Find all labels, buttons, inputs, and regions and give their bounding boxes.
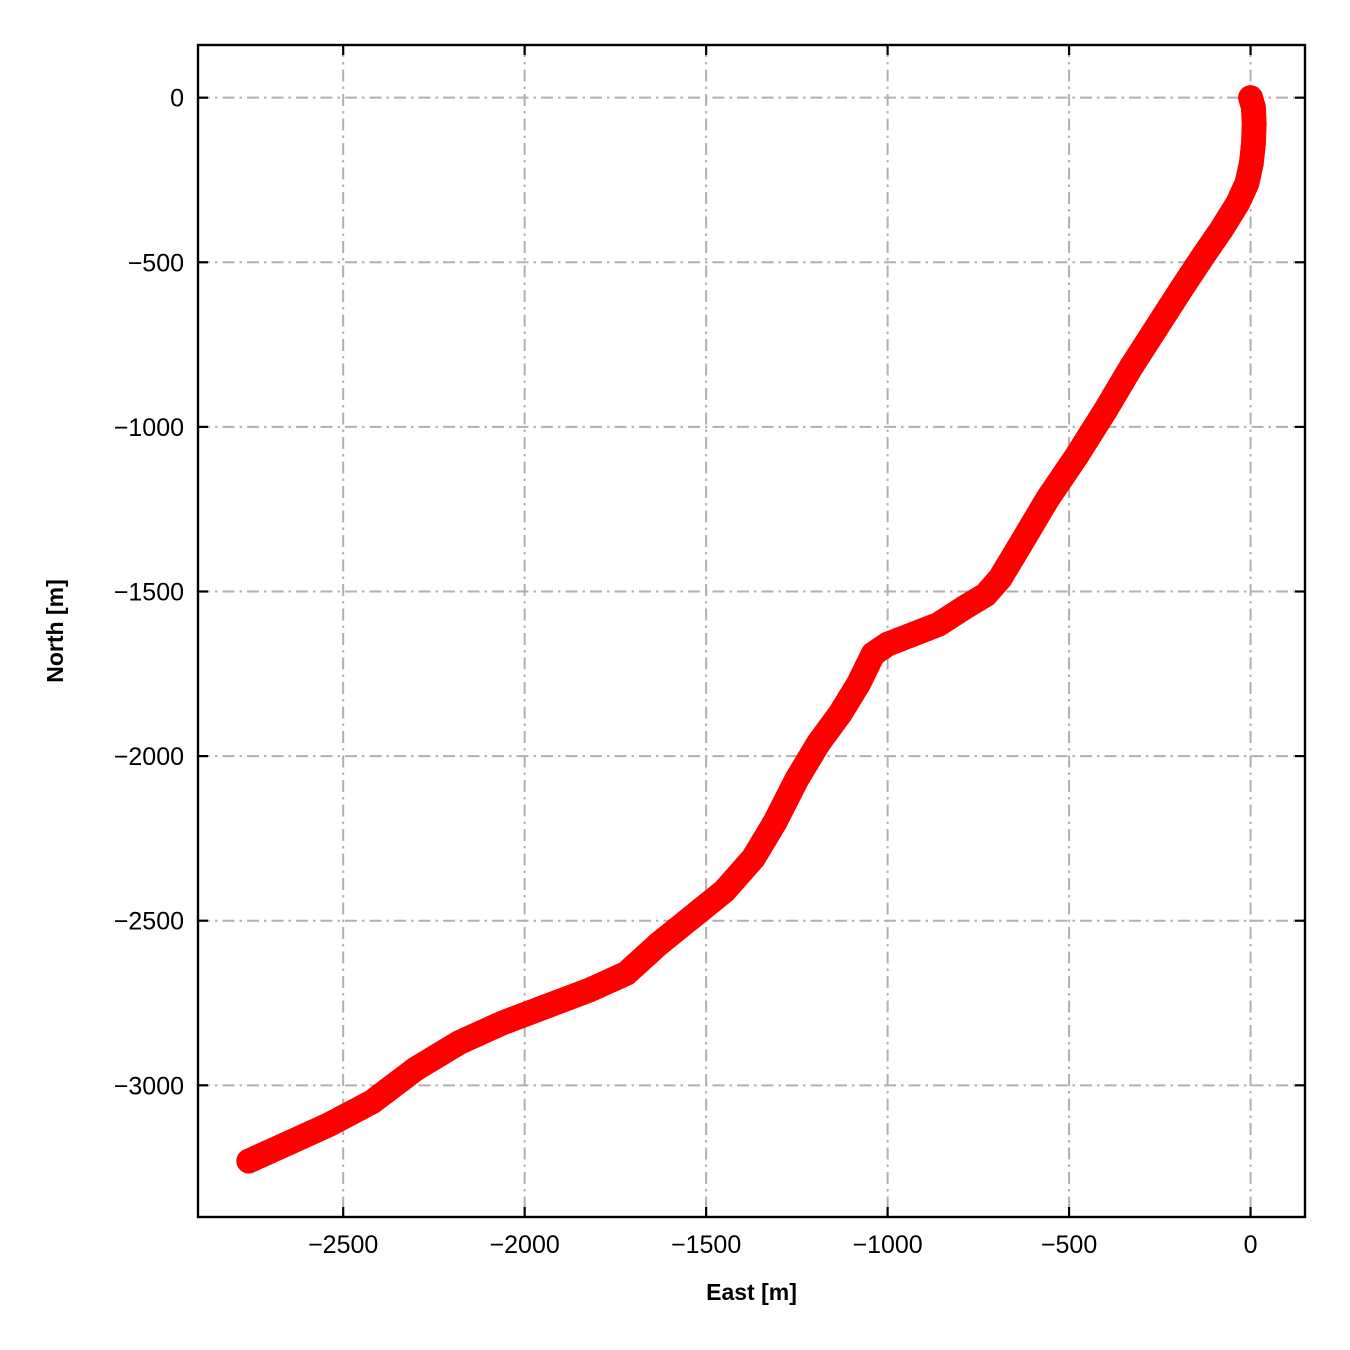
x-tick-label: −2500: [308, 1231, 378, 1259]
trajectory-point: [236, 1148, 262, 1174]
y-tick-label: 0: [170, 85, 184, 113]
grid: [198, 45, 1305, 1217]
x-tick-label: −2000: [490, 1231, 560, 1259]
trajectory-series: [236, 85, 1267, 1174]
x-tick-label: 0: [1244, 1231, 1258, 1259]
y-tick-label: −3000: [114, 1072, 184, 1100]
x-tick-label: −1500: [671, 1231, 741, 1259]
x-axis-label: East [m]: [706, 1279, 797, 1305]
y-axis: 0 −500 −1000 −1500 −2000 −2500 −3000: [114, 85, 1305, 1100]
y-tick-label: −500: [128, 249, 184, 277]
y-tick-label: −1000: [114, 414, 184, 442]
plot-frame: [196, 43, 1307, 1219]
x-tick-label: −1000: [852, 1231, 922, 1259]
x-axis: −2500 −2000 −1500 −1000 −500 0: [308, 45, 1258, 1259]
x-tick-label: −500: [1041, 1231, 1097, 1259]
y-axis-label: North [m]: [42, 579, 68, 682]
y-tick-label: −2500: [114, 908, 184, 936]
y-tick-label: −2000: [114, 743, 184, 771]
y-tick-label: −1500: [114, 578, 184, 606]
